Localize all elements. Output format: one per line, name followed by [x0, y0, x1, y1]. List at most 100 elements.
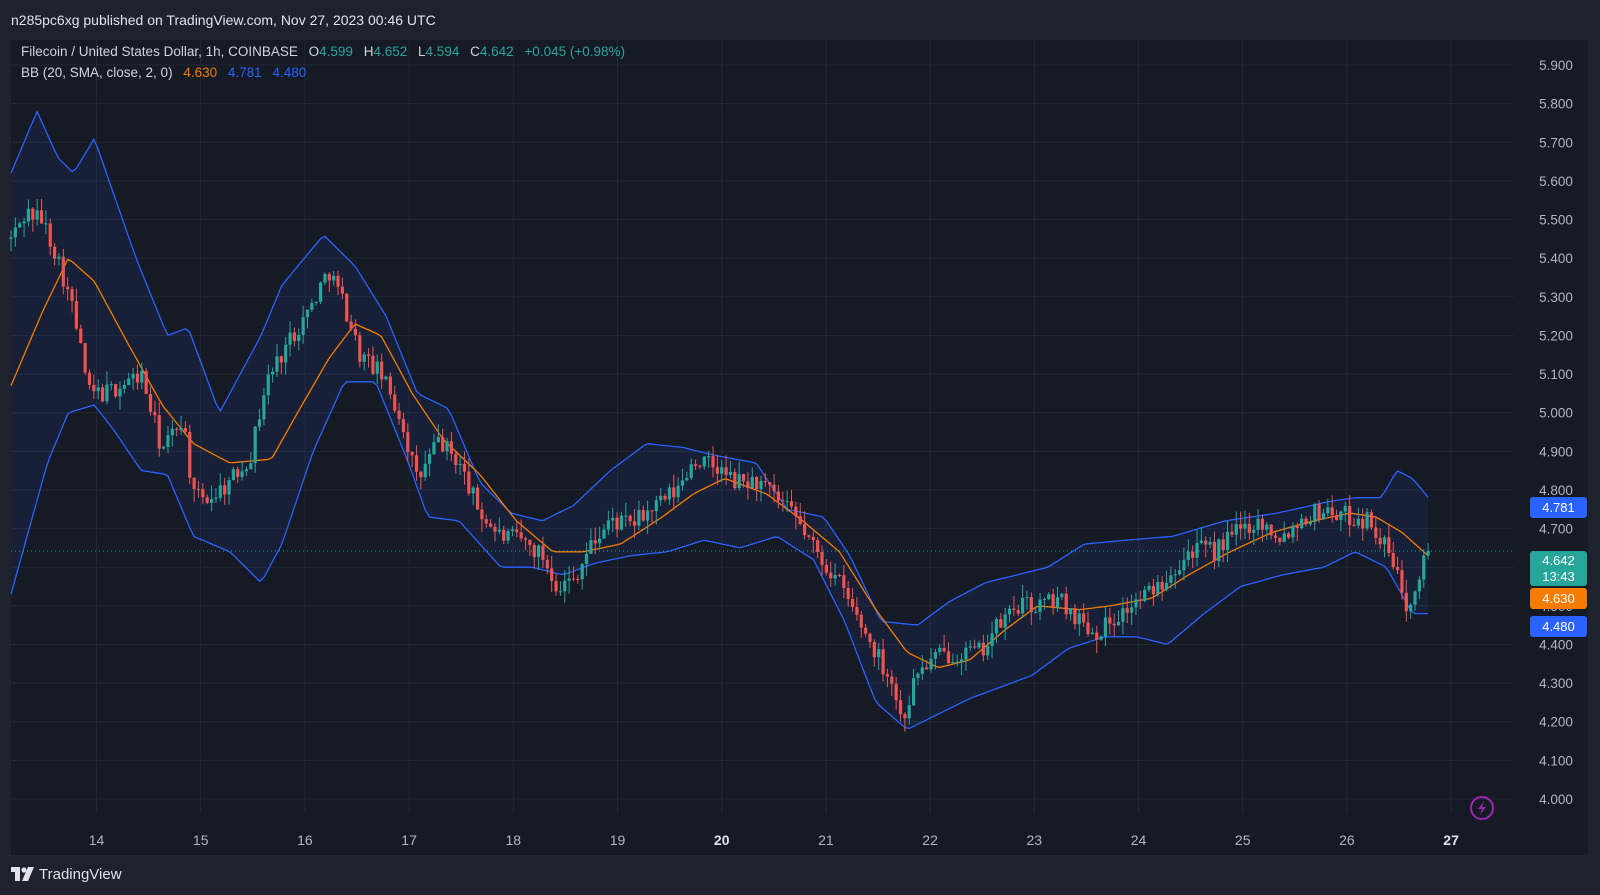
candle-body [1134, 599, 1138, 608]
candle-body [1295, 525, 1299, 529]
price-scale-background [1513, 40, 1588, 855]
candle-body [1422, 555, 1426, 580]
candle-body [371, 355, 375, 374]
candle-body [951, 661, 955, 664]
candle-body [257, 419, 262, 427]
candle-body [1116, 621, 1121, 626]
candle-body [1173, 574, 1177, 576]
candle-body [13, 227, 17, 238]
upper-band-line [10, 109, 1429, 626]
candle-body [493, 526, 497, 532]
candle-body [449, 441, 453, 454]
candle-body [1212, 541, 1217, 562]
candle-body [615, 517, 619, 530]
candle-body [1025, 597, 1029, 599]
candle-body [955, 661, 959, 663]
candle-body [1125, 608, 1129, 613]
lower-band-badge-value: 4.480 [1542, 619, 1575, 634]
price-tick-label: 4.100 [1539, 753, 1573, 768]
candle-body [611, 517, 615, 521]
price-tick-label: 5.600 [1539, 174, 1573, 189]
candle-body [366, 354, 371, 356]
price-tick-label: 5.100 [1539, 367, 1573, 382]
candle-body [183, 428, 188, 432]
band-fill [11, 111, 1429, 729]
candle-body [1286, 533, 1291, 538]
candle-body [1400, 570, 1404, 593]
candle-body [1387, 537, 1391, 554]
candle-body [973, 646, 977, 648]
candle-body [676, 485, 680, 498]
candle-body [458, 463, 462, 466]
candle-body [807, 535, 811, 537]
candle-body [1317, 504, 1321, 520]
candle-body [942, 647, 946, 652]
price-tick-label: 4.900 [1539, 444, 1573, 459]
candle-body [484, 519, 488, 524]
candle-body [253, 426, 257, 464]
time-tick-label: 27 [1443, 832, 1459, 848]
candle-body [1055, 597, 1060, 608]
candle-body [855, 607, 859, 615]
time-tick-label: 22 [922, 832, 938, 848]
candle-body [393, 394, 397, 411]
candle-body [209, 499, 214, 503]
candle-body [567, 578, 571, 581]
candle-body [715, 467, 719, 474]
candle-body [218, 485, 222, 498]
candle-body [162, 446, 166, 449]
candle-body [327, 274, 331, 281]
candle-body [702, 456, 706, 467]
candle-body [1121, 608, 1125, 622]
candle-body [558, 591, 563, 593]
candle-body [1064, 593, 1068, 615]
candle-body [427, 454, 432, 464]
candle-body [868, 633, 872, 642]
candle-body [885, 674, 890, 677]
candle-body [798, 516, 802, 525]
candle-body [759, 480, 763, 490]
candle-body [1156, 581, 1160, 595]
candle-body [240, 471, 244, 477]
candle-body [994, 619, 999, 634]
candle-body [789, 501, 794, 507]
candle-body [1007, 608, 1012, 615]
candle-body [1130, 607, 1134, 613]
candle-body [214, 497, 218, 500]
price-tick-label: 4.700 [1539, 522, 1573, 537]
candle-body [1339, 511, 1343, 520]
candle-body [1169, 575, 1173, 583]
candle-body [201, 489, 205, 498]
candle-body [1090, 632, 1094, 635]
lightning-icon[interactable] [1470, 796, 1494, 820]
time-scale[interactable]: 14 15 16 17 18 19 20 21 22 23 24 25 26 27 [89, 832, 1459, 848]
candle-body [637, 509, 641, 526]
candle-body [593, 540, 597, 544]
candle-body [737, 474, 741, 489]
basis-line [10, 258, 1429, 668]
candle-body [454, 453, 458, 466]
upper-band-badge-value: 4.781 [1542, 500, 1575, 515]
footer-brand[interactable]: TradingView [11, 866, 122, 883]
symbol-name[interactable]: Filecoin / United States Dollar, 1h, COI… [21, 44, 298, 59]
candle-body [537, 545, 541, 558]
candle-body [292, 332, 297, 342]
candle-body [1256, 518, 1260, 530]
open-label: O [308, 44, 320, 59]
candle-body [497, 529, 501, 532]
bb-label[interactable]: BB (20, SMA, close, 2, 0) [21, 65, 173, 80]
candle-body [1343, 505, 1347, 512]
candle-body [349, 321, 353, 329]
candle-body [1051, 594, 1055, 608]
indicator-legend[interactable]: BB (20, SMA, close, 2, 0) 4.630 4.781 4.… [21, 65, 306, 80]
candle-body [646, 510, 650, 521]
time-tick-label: 16 [297, 832, 313, 848]
upper-band-badge: 4.781 [1530, 497, 1587, 518]
symbol-legend[interactable]: Filecoin / United States Dollar, 1h, COI… [21, 44, 625, 59]
candle-body [271, 371, 275, 375]
candle-body [1321, 513, 1326, 520]
candle-body [358, 335, 362, 362]
candle-body [689, 464, 693, 478]
candle-body [925, 667, 929, 670]
